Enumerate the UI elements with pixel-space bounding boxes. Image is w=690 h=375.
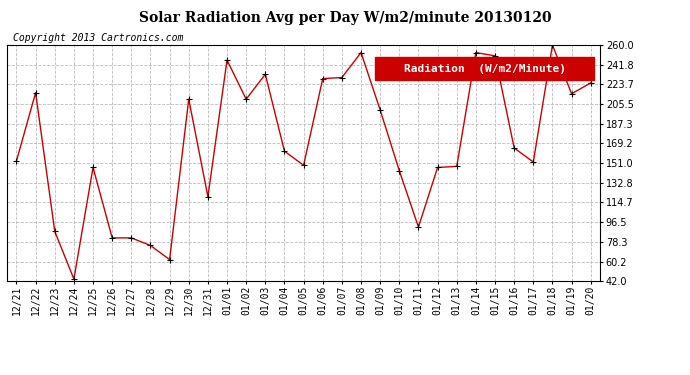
Text: Copyright 2013 Cartronics.com: Copyright 2013 Cartronics.com	[13, 33, 184, 43]
Text: Radiation  (W/m2/Minute): Radiation (W/m2/Minute)	[404, 64, 566, 74]
Text: Solar Radiation Avg per Day W/m2/minute 20130120: Solar Radiation Avg per Day W/m2/minute …	[139, 11, 551, 25]
Bar	[375, 57, 594, 81]
